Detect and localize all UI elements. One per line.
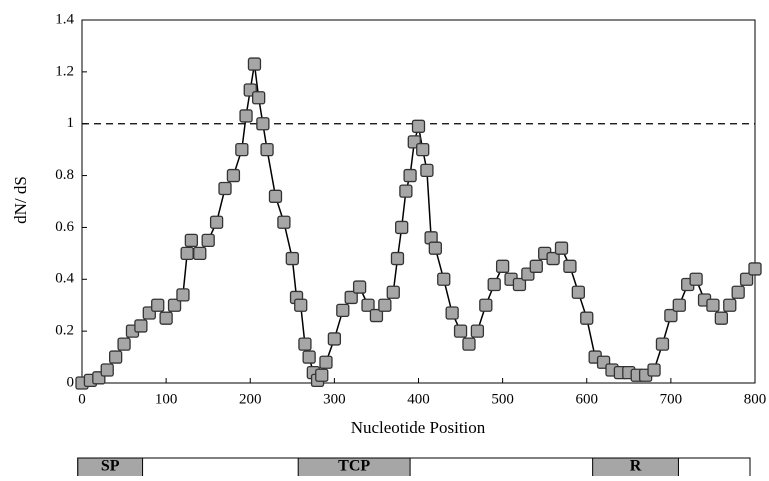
marker (546, 251, 560, 266)
y-tick-label: 1 (67, 115, 75, 131)
marker (748, 262, 762, 276)
marker (390, 251, 405, 266)
marker (411, 119, 426, 133)
marker (176, 288, 190, 302)
x-tick-label: 500 (491, 391, 514, 407)
marker (260, 142, 274, 157)
marker (479, 298, 493, 312)
marker (298, 337, 312, 351)
marker (428, 241, 442, 255)
marker (226, 168, 241, 183)
marker (167, 298, 182, 312)
domain-label: TCP (338, 458, 370, 475)
marker (151, 298, 165, 312)
marker (268, 189, 283, 203)
marker (416, 142, 430, 157)
domain-label: SP (101, 458, 120, 475)
marker (315, 368, 329, 382)
marker (361, 298, 375, 312)
x-axis-label: Nucleotide Position (351, 418, 486, 437)
marker (714, 311, 728, 325)
marker (723, 298, 737, 312)
marker (554, 241, 569, 255)
plot-frame (81, 19, 756, 384)
y-axis-label: dN/ dS (11, 176, 30, 224)
marker (487, 277, 501, 292)
marker (180, 246, 194, 261)
marker (285, 251, 299, 266)
marker (302, 350, 316, 364)
marker (100, 363, 114, 377)
marker (386, 285, 400, 299)
marker (235, 142, 249, 157)
y-tick-label: 1.2 (55, 63, 74, 79)
marker (117, 337, 131, 351)
domain-label: R (630, 458, 642, 475)
y-tick-label: 0.8 (55, 167, 74, 183)
marker (369, 308, 384, 323)
x-tick-label: 600 (576, 391, 599, 407)
marker (395, 220, 409, 235)
marker (336, 303, 350, 318)
marker (256, 117, 270, 131)
marker (319, 355, 333, 369)
y-tick-label: 0.2 (55, 323, 74, 339)
marker (327, 332, 342, 346)
marker (470, 324, 485, 338)
marker (352, 280, 367, 294)
marker (580, 311, 594, 325)
marker (571, 285, 585, 299)
marker (399, 184, 413, 198)
marker (403, 168, 417, 183)
marker (563, 259, 577, 273)
marker (445, 306, 459, 320)
marker (453, 324, 468, 338)
x-tick-label: 400 (407, 391, 430, 407)
marker (294, 298, 308, 312)
marker (647, 363, 661, 377)
marker (655, 337, 670, 351)
marker (512, 277, 527, 292)
marker (739, 272, 754, 286)
marker (731, 285, 745, 299)
marker (672, 298, 686, 312)
x-tick-label: 0 (78, 391, 86, 407)
y-tick-label: 0.6 (55, 219, 74, 235)
marker (706, 298, 720, 312)
y-tick-label: 1.4 (55, 11, 74, 27)
y-tick-label: 0.4 (55, 271, 74, 287)
marker (193, 246, 207, 261)
marker (344, 290, 358, 305)
y-tick-label: 0 (67, 374, 75, 390)
series-line (81, 63, 756, 384)
x-tick-label: 100 (155, 391, 178, 407)
marker (252, 91, 266, 105)
marker (239, 109, 253, 123)
x-tick-label: 800 (744, 391, 767, 407)
marker (247, 57, 262, 71)
marker (159, 311, 173, 325)
marker (218, 181, 232, 196)
marker (201, 233, 215, 248)
marker (378, 298, 392, 312)
marker (437, 272, 451, 286)
marker (277, 215, 291, 229)
x-tick-label: 300 (323, 391, 346, 407)
marker (134, 319, 148, 333)
marker (529, 259, 543, 273)
marker (184, 233, 199, 248)
marker (664, 308, 678, 323)
marker (209, 215, 224, 229)
marker (689, 272, 703, 286)
marker (495, 259, 510, 273)
x-tick-label: 200 (239, 391, 262, 407)
marker (462, 337, 476, 351)
marker (109, 350, 123, 364)
marker (420, 163, 434, 178)
x-tick-label: 700 (660, 391, 683, 407)
